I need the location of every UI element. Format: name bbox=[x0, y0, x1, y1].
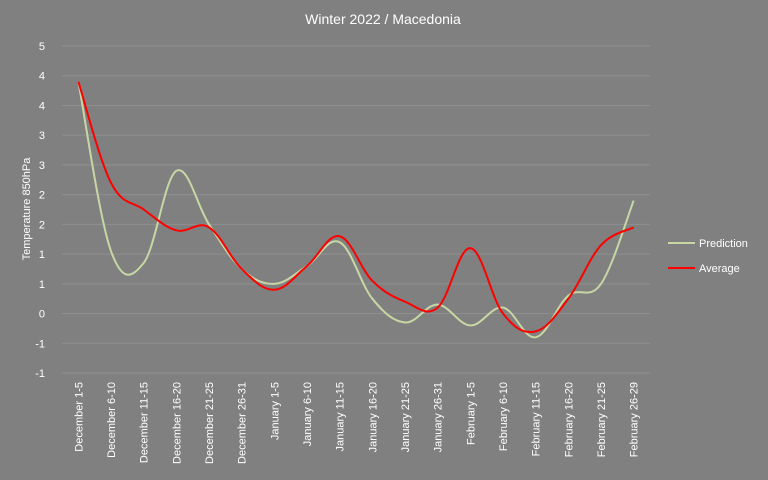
y-tick-label: 5 bbox=[39, 41, 45, 53]
y-tick-label: -1 bbox=[35, 338, 45, 350]
y-tick-label: 1 bbox=[39, 279, 45, 291]
x-tick-label: December 6-10 bbox=[106, 382, 118, 458]
gridlines bbox=[62, 45, 650, 374]
x-tick-label: December 21-25 bbox=[204, 382, 216, 464]
x-tick-label: January 21-25 bbox=[400, 382, 412, 452]
legend: Prediction Average bbox=[668, 238, 748, 275]
y-axis-ticks: -1 -1 0 1 1 2 2 3 3 4 4 5 bbox=[35, 41, 45, 380]
legend-label-average: Average bbox=[699, 263, 740, 275]
legend-label-prediction: Prediction bbox=[699, 238, 748, 250]
x-tick-label: December 11-15 bbox=[139, 382, 151, 463]
y-axis-title: Temperature 850hPa bbox=[21, 157, 33, 261]
x-tick-label: January 26-31 bbox=[433, 382, 445, 452]
y-tick-label: 2 bbox=[39, 219, 45, 231]
x-tick-label: December 16-20 bbox=[171, 382, 183, 464]
x-tick-label: February 1-5 bbox=[465, 382, 477, 445]
x-tick-label: February 16-20 bbox=[563, 382, 575, 457]
y-tick-label: 0 bbox=[39, 309, 45, 321]
y-tick-label: 2 bbox=[39, 190, 45, 202]
y-tick-label: -1 bbox=[35, 368, 45, 380]
x-tick-label: February 21-25 bbox=[596, 382, 608, 457]
x-tick-label: February 11-15 bbox=[531, 382, 543, 456]
x-tick-label: February 6-10 bbox=[498, 382, 510, 451]
y-tick-label: 4 bbox=[39, 71, 45, 83]
y-tick-label: 3 bbox=[39, 130, 45, 142]
x-tick-label: January 16-20 bbox=[367, 382, 379, 452]
chart-title: Winter 2022 / Macedonia bbox=[305, 11, 461, 27]
x-tick-label: February 26-29 bbox=[629, 382, 641, 457]
x-tick-label: January 11-15 bbox=[335, 382, 347, 452]
x-tick-label: December 26-31 bbox=[237, 382, 249, 464]
x-axis-ticks: December 1-5 December 6-10 December 11-15 D… bbox=[73, 382, 640, 464]
y-tick-label: 1 bbox=[39, 249, 45, 261]
y-tick-label: 3 bbox=[39, 160, 45, 172]
series-line-prediction bbox=[77, 81, 635, 339]
series-lines bbox=[77, 81, 635, 339]
x-tick-label: December 1-5 bbox=[73, 382, 85, 452]
x-tick-label: January 6-10 bbox=[302, 382, 314, 446]
x-tick-label: January 1-5 bbox=[269, 382, 281, 440]
y-tick-label: 4 bbox=[39, 100, 45, 112]
series-line-average bbox=[77, 81, 635, 333]
